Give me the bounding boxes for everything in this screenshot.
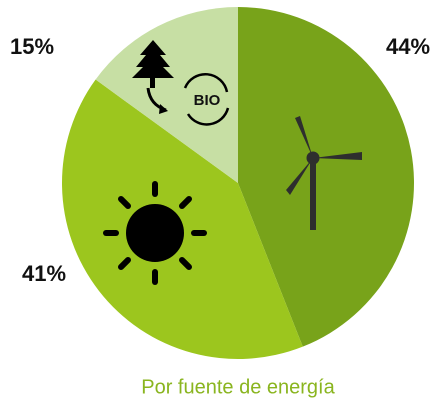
bio-icon: BIO xyxy=(132,40,230,126)
pie-slice xyxy=(238,7,414,347)
wind-icon xyxy=(286,116,362,230)
data-label: 44% xyxy=(386,34,430,59)
sun-icon xyxy=(103,181,207,285)
data-label: 15% xyxy=(10,34,54,59)
pie-slice xyxy=(95,7,238,183)
pie-slice xyxy=(61,79,303,360)
svg-text:BIO: BIO xyxy=(194,92,221,109)
data-label: 41% xyxy=(22,261,66,286)
chart-title: Por fuente de energía xyxy=(141,376,335,398)
pie xyxy=(61,7,414,360)
